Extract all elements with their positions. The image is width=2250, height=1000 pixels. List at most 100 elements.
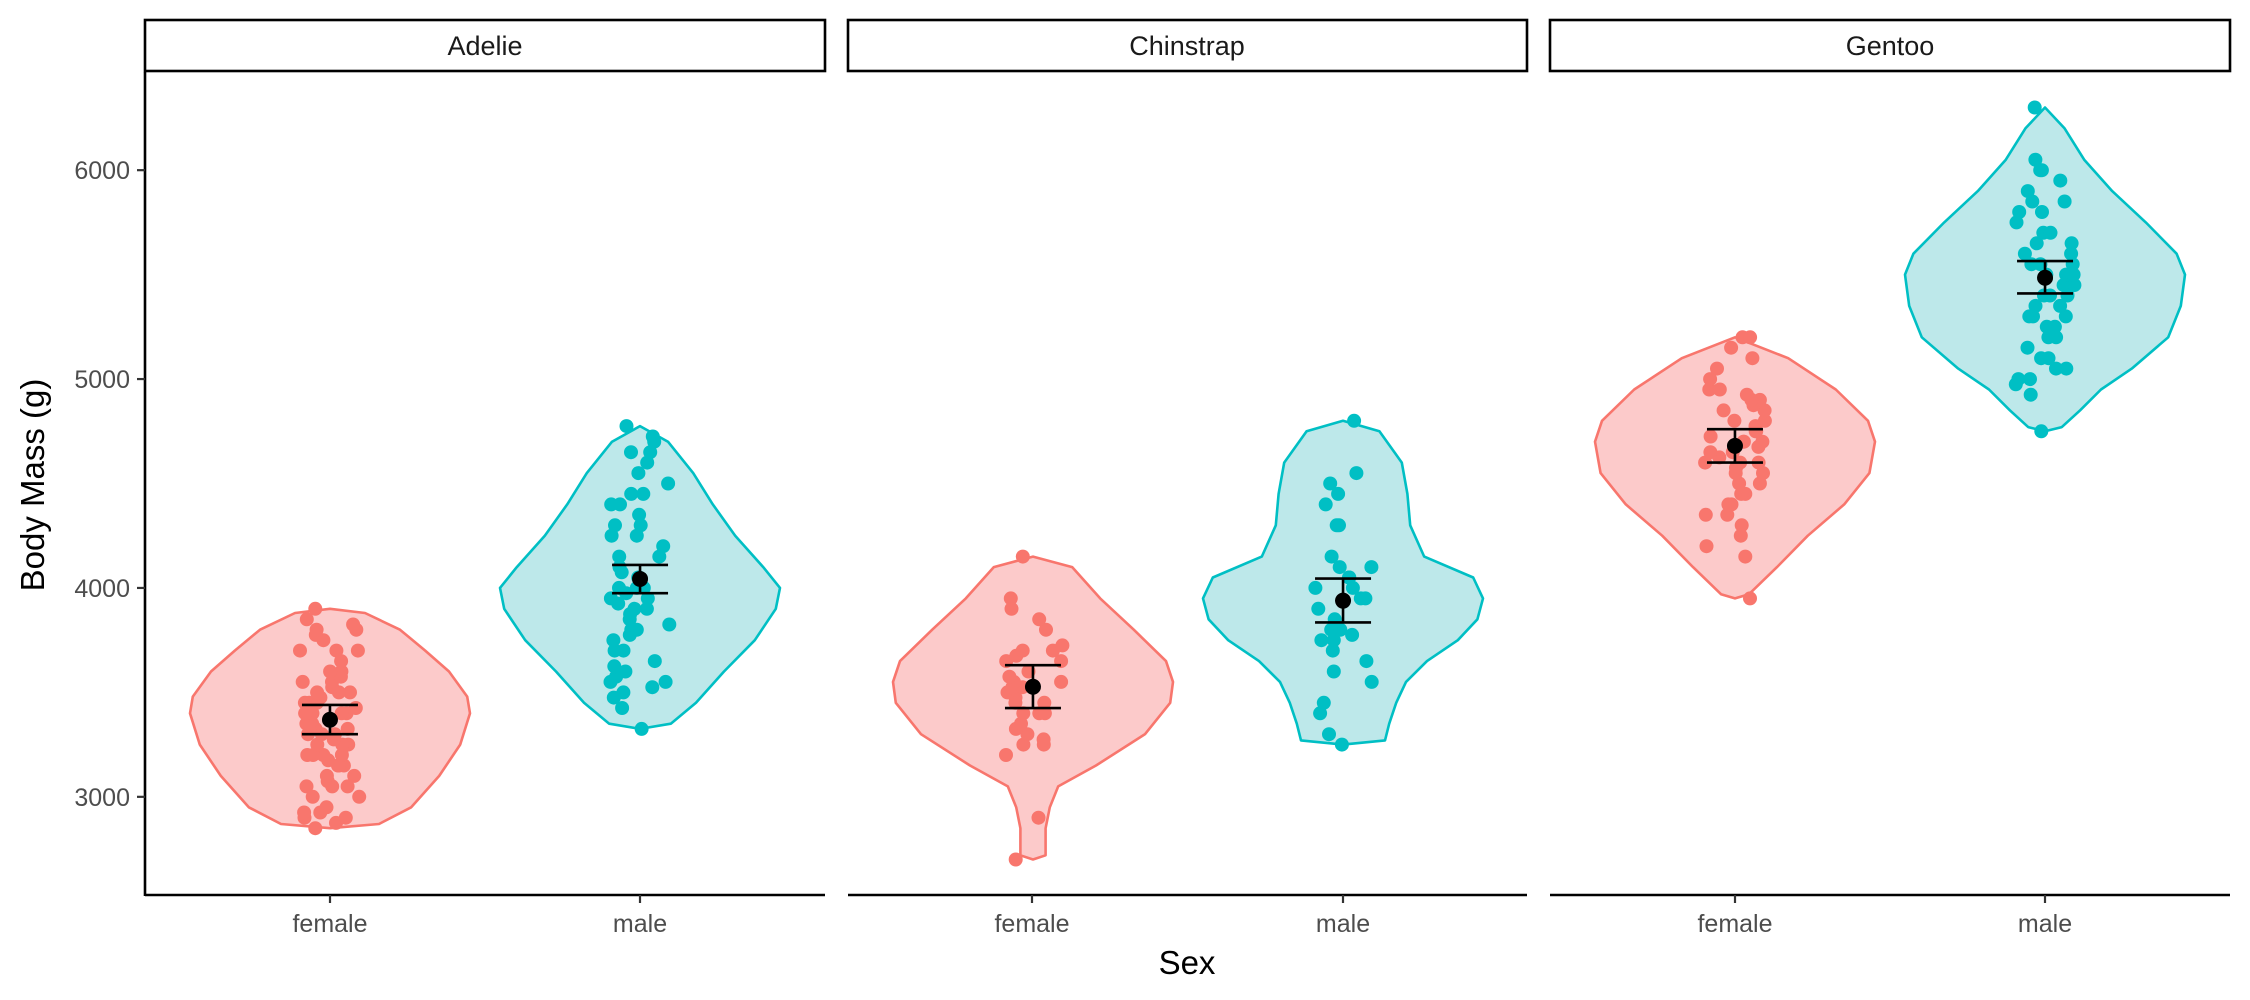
point-gentoo-female-1 [1738, 549, 1753, 564]
point-adelie-female-63 [308, 601, 323, 616]
point-adelie-female-54 [293, 643, 307, 658]
y-axis-ticks: 3000 4000 5000 6000 [74, 157, 145, 812]
point-adelie-female-38 [298, 706, 313, 721]
point-adelie-female-46 [310, 685, 325, 700]
point-chinstrap-female-26 [1015, 643, 1030, 658]
point-chinstrap-male-27 [1331, 486, 1346, 501]
point-adelie-male-9 [607, 659, 622, 674]
point-adelie-female-19 [334, 748, 349, 762]
point-gentoo-male-18 [2053, 298, 2068, 313]
strip-label-chinstrap: Chinstrap [1129, 31, 1245, 61]
point-chinstrap-male-29 [1349, 466, 1364, 481]
point-gentoo-female-40 [1703, 372, 1718, 387]
point-gentoo-male-8 [2034, 351, 2049, 366]
point-chinstrap-male-22 [1364, 560, 1379, 575]
x-tick-label-gentoo-female: female [1697, 910, 1772, 938]
point-adelie-female-51 [334, 664, 349, 679]
point-adelie-female-39 [348, 701, 363, 715]
point-chinstrap-male-10 [1345, 627, 1360, 642]
point-gentoo-male-39 [2057, 194, 2072, 209]
point-gentoo-female-10 [1734, 486, 1749, 501]
strip-box-adelie [143, 18, 827, 73]
point-adelie-male-35 [656, 539, 671, 554]
point-chinstrap-female-6 [1020, 727, 1035, 742]
point-adelie-female-42 [297, 695, 312, 710]
point-gentoo-male-35 [2043, 225, 2058, 240]
point-adelie-female-48 [295, 674, 310, 689]
point-adelie-male-49 [624, 445, 638, 460]
point-chinstrap-male-5 [1326, 664, 1341, 679]
x-tick-label-chinstrap-male: male [1316, 910, 1370, 938]
point-gentoo-female-42 [1745, 351, 1760, 366]
point-gentoo-male-21 [2037, 288, 2051, 303]
point-gentoo-female-39 [1712, 382, 1727, 397]
point-chinstrap-male-2 [1313, 706, 1328, 721]
mean-gentoo-female [1726, 437, 1743, 454]
point-gentoo-male-45 [2028, 152, 2043, 167]
point-adelie-male-40 [632, 507, 647, 522]
point-chinstrap-male-21 [1332, 560, 1347, 575]
point-adelie-female-11 [299, 779, 314, 794]
point-chinstrap-female-0 [1008, 852, 1023, 867]
point-adelie-male-10 [647, 654, 662, 669]
point-gentoo-female-38 [1702, 382, 1717, 397]
mean-chinstrap-male [1335, 592, 1352, 609]
x-axis-title: Sex [1159, 944, 1216, 981]
point-chinstrap-female-8 [1014, 716, 1028, 731]
plot-area-adelie [188, 419, 782, 836]
point-chinstrap-female-5 [1036, 732, 1051, 747]
point-chinstrap-male-4 [1364, 674, 1379, 689]
point-gentoo-male-23 [2067, 278, 2082, 293]
point-adelie-male-21 [627, 601, 642, 616]
y-tick-label-3000: 3000 [74, 784, 130, 812]
point-gentoo-male-5 [2049, 361, 2063, 376]
point-chinstrap-male-6 [1359, 654, 1374, 669]
point-adelie-male-28 [612, 580, 626, 595]
point-adelie-male-52 [619, 419, 634, 434]
strip-box-gentoo [1548, 18, 2232, 73]
point-adelie-female-52 [323, 664, 338, 679]
point-gentoo-female-0 [1743, 591, 1757, 606]
mean-gentoo-male [2037, 269, 2054, 286]
point-adelie-female-61 [346, 617, 361, 632]
point-gentoo-female-25 [1755, 434, 1770, 449]
point-gentoo-male-46 [2027, 100, 2042, 115]
point-adelie-male-45 [661, 476, 676, 491]
point-chinstrap-male-26 [1318, 497, 1333, 512]
point-adelie-female-0 [308, 821, 323, 836]
point-chinstrap-male-25 [1329, 518, 1344, 533]
x-tick-label-adelie-female: female [292, 910, 367, 938]
point-chinstrap-male-28 [1323, 476, 1338, 491]
point-gentoo-male-3 [2011, 372, 2026, 387]
point-adelie-female-8 [305, 789, 320, 804]
panel-gentoo: Gentoo female male [1548, 18, 2232, 938]
point-adelie-male-17 [662, 617, 677, 632]
point-adelie-male-1 [615, 701, 630, 715]
point-adelie-female-21 [316, 748, 331, 762]
point-adelie-male-4 [645, 680, 660, 695]
point-gentoo-male-14 [2058, 309, 2073, 324]
strip-label-adelie: Adelie [447, 31, 522, 61]
point-chinstrap-female-32 [1015, 549, 1030, 564]
point-adelie-male-42 [604, 497, 619, 512]
point-chinstrap-male-9 [1314, 633, 1329, 648]
point-gentoo-male-17 [2028, 298, 2043, 313]
point-gentoo-male-13 [2047, 319, 2062, 334]
point-chinstrap-male-13 [1327, 612, 1342, 627]
mean-adelie-female [321, 711, 338, 728]
point-chinstrap-female-19 [1054, 674, 1069, 689]
point-gentoo-male-26 [2066, 267, 2081, 282]
point-gentoo-male-33 [2064, 236, 2079, 251]
point-chinstrap-male-18 [1308, 580, 1323, 595]
point-chinstrap-female-28 [1039, 622, 1053, 637]
point-chinstrap-female-31 [1003, 591, 1018, 606]
y-tick-label-6000: 6000 [74, 157, 130, 185]
y-axis-title: Body Mass (g) [14, 379, 51, 592]
strip-label-gentoo: Gentoo [1846, 31, 1935, 61]
x-tick-label-chinstrap-female: female [994, 910, 1069, 938]
mean-chinstrap-female [1024, 678, 1041, 695]
point-chinstrap-male-30 [1347, 413, 1362, 428]
point-chinstrap-female-30 [1004, 601, 1019, 616]
point-adelie-female-62 [299, 612, 314, 627]
